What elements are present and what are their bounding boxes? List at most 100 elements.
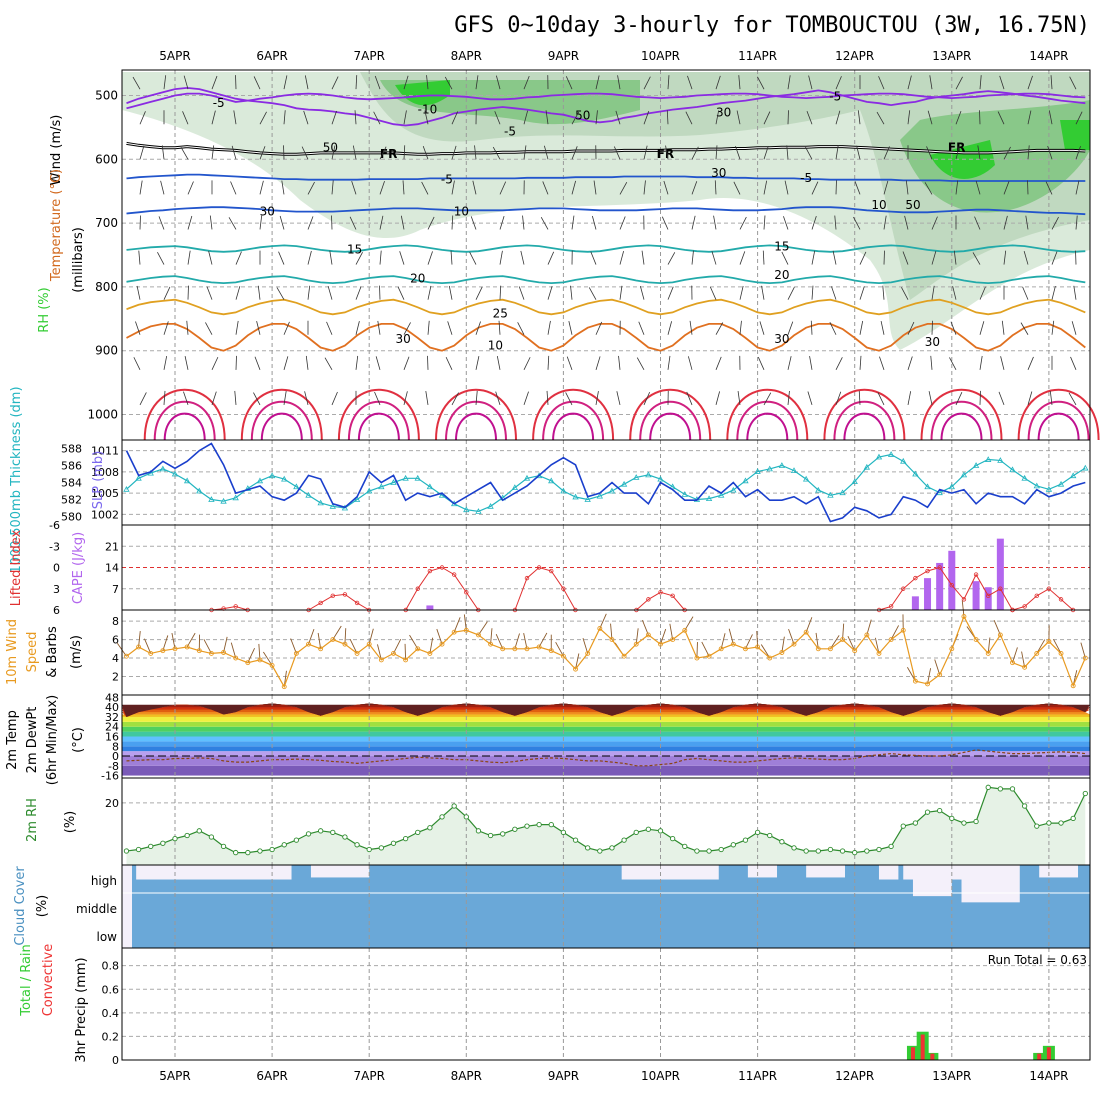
- lifted-index-line: [308, 593, 370, 611]
- wind-barb: [139, 392, 147, 406]
- wind-barb: [158, 216, 165, 230]
- lifted-index-point: [961, 597, 967, 602]
- contour-label: -5: [800, 171, 812, 185]
- cloud-cover-panel: high middle low Cloud Cover (%): [13, 864, 1091, 949]
- lifted-index-point: [888, 604, 894, 609]
- thickness-point: [948, 483, 955, 490]
- rh2m-point: [694, 848, 700, 854]
- rh2m-point: [1021, 803, 1028, 809]
- wind10-barb: [1080, 642, 1086, 659]
- rh2m-point: [791, 845, 797, 851]
- wind-barb: [979, 286, 986, 300]
- date-label-bottom: 5APR: [159, 1069, 190, 1083]
- wind-barb: [955, 392, 963, 406]
- wind-barb: [547, 320, 551, 335]
- wind-barb: [595, 391, 599, 405]
- wind10-point: [633, 641, 639, 647]
- wind-barb: [1051, 216, 1059, 230]
- wind10-point: [463, 627, 469, 633]
- rh2m-point: [1070, 815, 1076, 822]
- wind-barb: [1027, 391, 1033, 406]
- wind-barb: [307, 181, 315, 195]
- wind-barb: [787, 321, 794, 335]
- slp-tick: 1002: [91, 508, 119, 521]
- date-axis-top: 5APR 6APR 7APR 8APR 9APR 10APR 11APR 12APR 13APR…: [159, 49, 1068, 63]
- cape-bar: [924, 578, 932, 610]
- thickness-point: [997, 457, 1004, 463]
- wind-barb: [253, 76, 261, 90]
- surface-isotherm-dome: [250, 400, 313, 441]
- date-label-bottom: 7APR: [353, 1069, 384, 1083]
- wind-barb: [228, 217, 237, 230]
- wind10-barb: [847, 635, 856, 651]
- contour-label: -5: [213, 96, 225, 110]
- wind-barb: [494, 111, 501, 125]
- wind-barb: [139, 180, 143, 195]
- lifted-index-point: [973, 572, 979, 577]
- thickness-point: [608, 487, 616, 494]
- thickness-point: [827, 491, 834, 498]
- wind10-barb: [317, 632, 322, 649]
- wind10-point: [403, 657, 409, 663]
- wind-barb: [132, 76, 141, 90]
- wind-barb: [759, 321, 765, 335]
- wind-barb: [883, 146, 890, 160]
- precip-tick: 0.8: [102, 960, 120, 973]
- wind-barb: [499, 215, 505, 230]
- wind10-point: [815, 646, 821, 652]
- thickness-point: [463, 506, 470, 513]
- wind-barb: [859, 251, 867, 265]
- wind-barb: [643, 180, 646, 195]
- rh2m-point: [973, 818, 979, 825]
- wind-barb: [329, 250, 333, 265]
- wind-barb: [787, 356, 792, 370]
- wind-barb: [374, 75, 381, 90]
- wind-barb: [254, 356, 261, 370]
- wind-barb: [763, 215, 766, 230]
- thickness-point: [802, 475, 810, 482]
- wind-barb: [1070, 356, 1077, 370]
- wind-barb: [1051, 285, 1056, 300]
- wind-barb: [307, 216, 314, 230]
- rh2m-point: [876, 846, 882, 853]
- wind-barb: [324, 357, 333, 371]
- wind-barb: [1075, 180, 1080, 195]
- wind10-point: [1022, 664, 1028, 670]
- wind-barb: [1048, 110, 1053, 125]
- wind-barb: [498, 320, 501, 335]
- wind10-barb: [453, 617, 461, 633]
- ylabel-cape: CAPE (J/kg): [71, 532, 86, 604]
- ylabel-cloud-cover: Cloud Cover: [13, 866, 28, 946]
- ylabel-wind10-speed: Speed: [25, 632, 40, 673]
- wind-barb: [373, 111, 381, 125]
- panel-frame: [121, 439, 1091, 526]
- wind10-barb: [393, 638, 402, 654]
- wind-barb: [763, 111, 771, 125]
- pressure-tick: 600: [95, 152, 118, 166]
- surface-isotherm-dome: [153, 400, 216, 441]
- wind10-barb: [555, 641, 564, 657]
- wind-barb: [930, 355, 933, 370]
- thickness-point: [171, 470, 179, 477]
- wind10-barb: [1036, 639, 1046, 654]
- rh-30-shading: [360, 72, 1090, 300]
- wind-barb: [878, 76, 885, 90]
- wind-barb: [806, 111, 813, 125]
- wind-barb: [809, 355, 813, 370]
- thickness-point: [875, 453, 883, 460]
- wind-barb: [331, 180, 334, 195]
- rh2m-point: [245, 849, 251, 856]
- rh2m-point: [548, 821, 554, 828]
- wind-barb: [259, 146, 266, 160]
- wind-barb: [331, 110, 337, 125]
- isotherm-line: [126, 323, 1086, 352]
- wind-tick: 6: [112, 634, 119, 647]
- wind-barb: [403, 391, 408, 406]
- precip-panel: 0.8 0.6 0.4 0.2 0 Run Total = 0.63 Total / Rai…: [19, 944, 1091, 1067]
- wind10-barb: [368, 628, 374, 645]
- wind10-barb: [720, 633, 726, 649]
- wind-barb: [136, 285, 141, 300]
- wind10-point: [827, 646, 833, 652]
- contour-label: 30: [260, 204, 275, 218]
- isotherm-line-inner: [126, 142, 1086, 155]
